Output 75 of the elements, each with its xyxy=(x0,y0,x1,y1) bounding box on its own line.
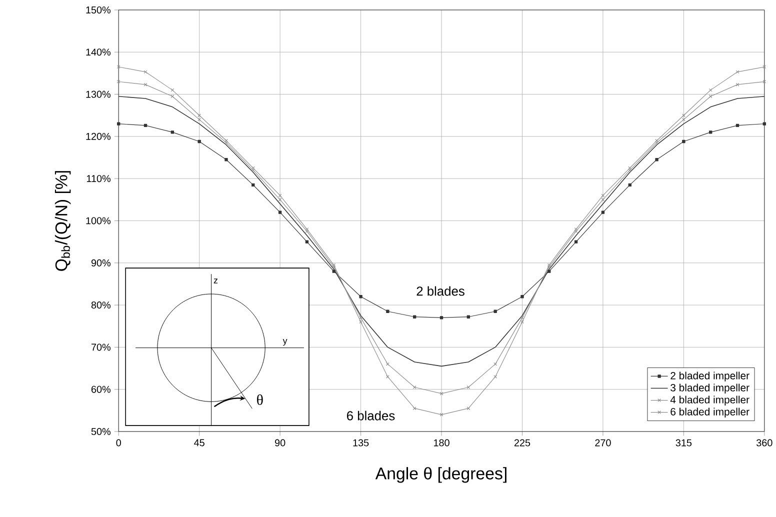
x-axis-title: Angle θ [degrees] xyxy=(375,466,506,483)
x-tick-label: 315 xyxy=(676,439,692,446)
point xyxy=(440,412,444,416)
x-tick-label: 270 xyxy=(595,439,611,446)
y-tick-label: 110% xyxy=(86,174,111,182)
point xyxy=(440,392,444,396)
y-tick-label: 130% xyxy=(86,90,111,98)
point xyxy=(601,198,605,202)
point xyxy=(170,130,174,134)
point xyxy=(413,315,416,318)
y-tick-label: 140% xyxy=(86,48,111,56)
legend-label: 3 bladed impeller xyxy=(670,384,750,394)
point xyxy=(655,158,658,162)
point xyxy=(359,294,362,298)
point xyxy=(466,385,470,389)
point xyxy=(494,362,498,366)
y-tick-label: 90% xyxy=(91,259,111,266)
point xyxy=(736,82,740,86)
point xyxy=(198,140,201,143)
annotation: y xyxy=(282,338,288,346)
y-axis-title: Q$_{bb}$/(Q/N) [%] xyxy=(54,170,71,271)
point xyxy=(520,294,524,298)
point xyxy=(466,315,470,318)
point xyxy=(709,130,712,134)
x-tick-label: 360 xyxy=(756,439,772,446)
point xyxy=(117,122,120,126)
point xyxy=(144,70,148,74)
point xyxy=(682,118,686,122)
x-tick-label: 45 xyxy=(194,439,204,446)
point xyxy=(412,406,416,410)
point xyxy=(386,310,390,313)
y-tick-label: 60% xyxy=(91,386,111,393)
point xyxy=(386,362,390,366)
y-tick-label: 70% xyxy=(92,344,111,351)
point xyxy=(440,316,444,320)
point xyxy=(736,70,740,74)
legend-label: 6 bladed impeller xyxy=(670,408,750,418)
x-tick-label: 90 xyxy=(275,439,286,446)
x-tick-label: 0 xyxy=(116,439,121,446)
legend-label: 4 bladed impeller xyxy=(670,396,750,406)
point xyxy=(628,183,632,186)
point xyxy=(762,122,766,126)
x-tick-label: 180 xyxy=(434,439,450,446)
point xyxy=(494,374,498,378)
point xyxy=(332,270,336,273)
point xyxy=(682,140,686,143)
point xyxy=(574,240,578,244)
y-tick-label: 80% xyxy=(91,301,111,308)
point xyxy=(305,240,309,244)
annotation: z xyxy=(214,278,218,284)
y-tick-label: 100% xyxy=(86,217,111,224)
annotation: 2 blades xyxy=(416,286,464,296)
point xyxy=(494,310,497,313)
legend-label: 2 bladed impeller xyxy=(670,372,750,382)
point xyxy=(359,320,362,324)
point xyxy=(198,118,202,122)
x-tick-label: 135 xyxy=(353,439,369,446)
annotation: 6 blades xyxy=(347,410,395,420)
point xyxy=(144,124,148,127)
y-tick-label: 150% xyxy=(86,6,111,14)
point xyxy=(412,385,416,389)
point xyxy=(278,198,282,202)
point xyxy=(278,210,282,214)
point xyxy=(520,320,524,324)
y-tick-label: 120% xyxy=(86,132,111,140)
x-tick-label: 225 xyxy=(514,439,530,446)
y-tick-label: 50% xyxy=(91,428,111,435)
point xyxy=(601,210,605,214)
point xyxy=(252,183,255,186)
point xyxy=(548,270,551,273)
point xyxy=(466,406,470,410)
point xyxy=(736,124,740,127)
point xyxy=(144,82,148,86)
annotation: θ xyxy=(257,394,263,405)
point xyxy=(224,158,228,162)
